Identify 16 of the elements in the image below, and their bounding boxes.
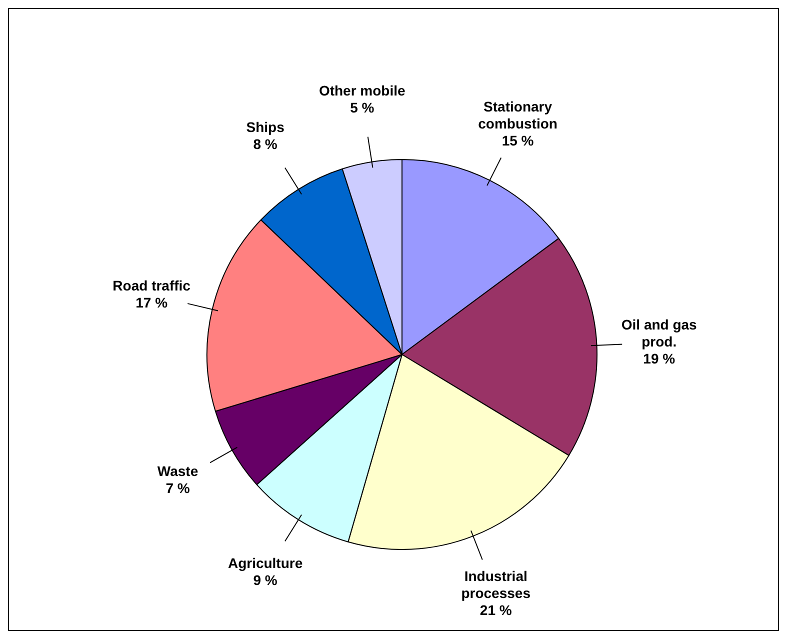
slice-label: Waste — [157, 463, 198, 480]
data-label: 8 % — [253, 136, 278, 152]
slice-label: Ships — [246, 118, 285, 135]
data-label: 17 % — [136, 294, 168, 310]
slice-label: Stationary combustion — [478, 98, 558, 132]
slice-label: Other mobile — [318, 82, 406, 99]
slice-label: Agriculture — [228, 554, 303, 571]
data-label: 15 % — [502, 132, 534, 148]
slice-label: Oil and gas prod. — [621, 316, 698, 350]
data-label: 19 % — [643, 350, 676, 366]
data-label: 9 % — [253, 572, 278, 588]
slice-label: Industrial processes — [461, 568, 531, 602]
data-label: 7 % — [166, 480, 190, 496]
data-label: 21 % — [480, 602, 512, 618]
data-label: 5 % — [350, 100, 375, 116]
slice-label: Road traffic — [112, 277, 191, 294]
